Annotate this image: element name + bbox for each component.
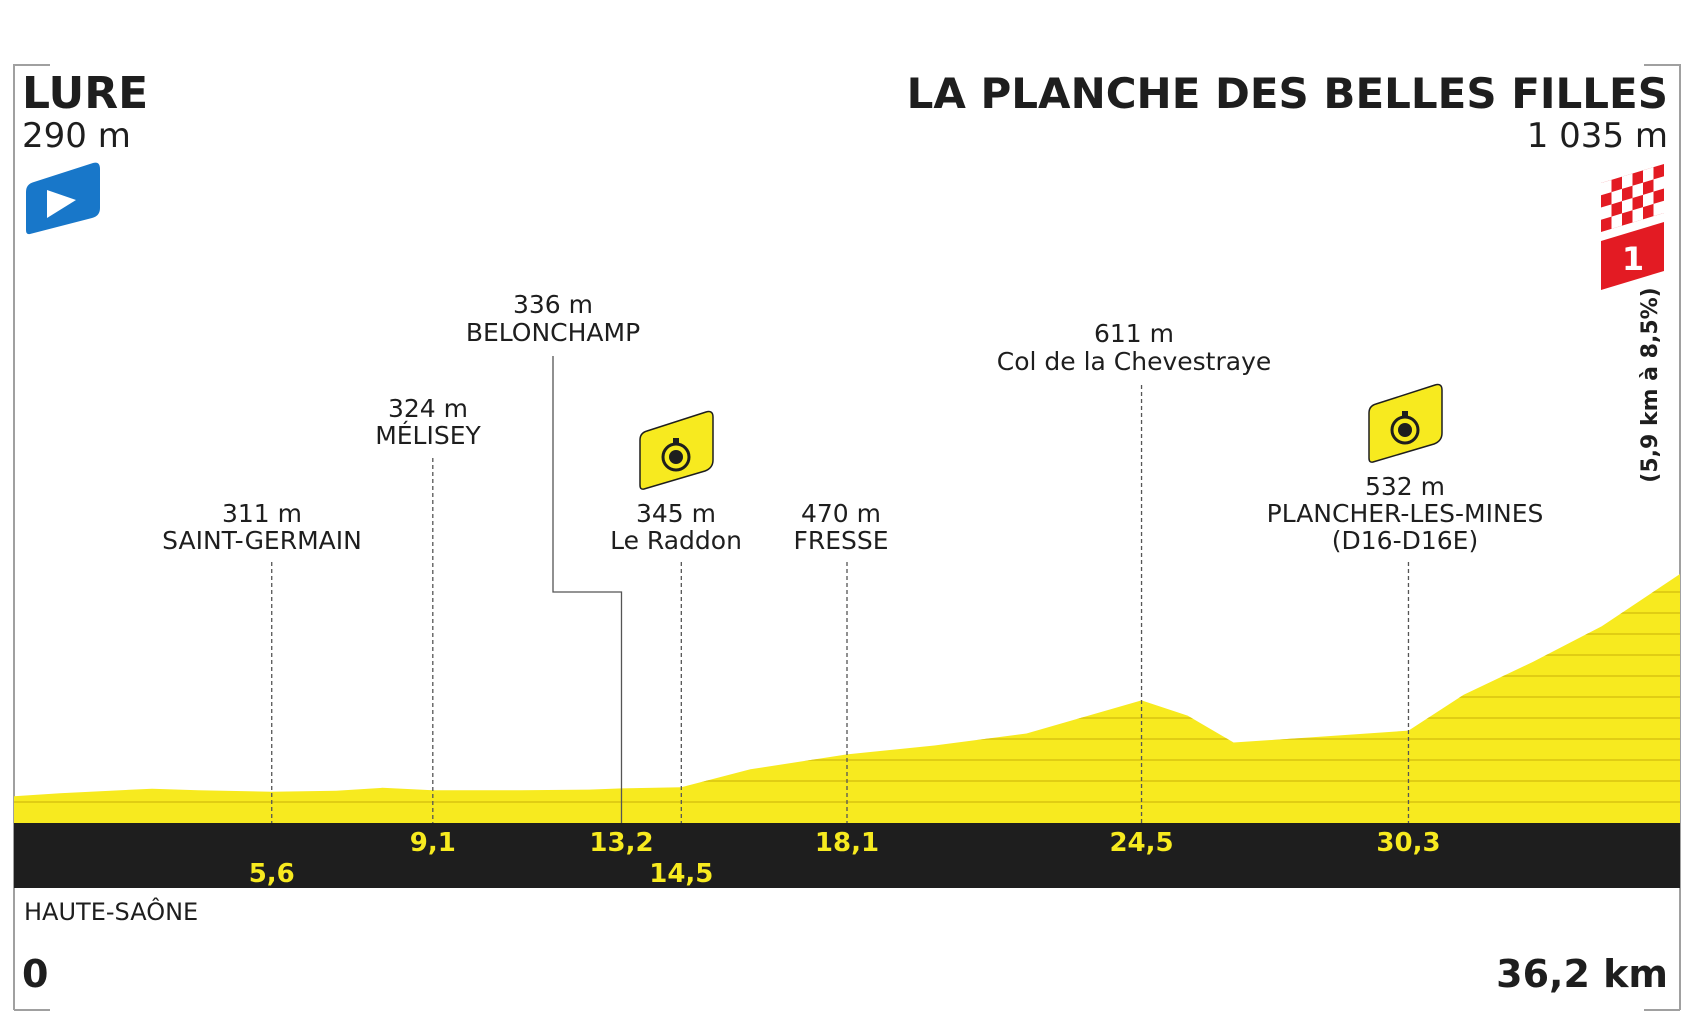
stopwatch-icon xyxy=(639,410,714,490)
distance-band xyxy=(14,823,1680,888)
km-label: 18,1 xyxy=(815,828,879,858)
km-label: 30,3 xyxy=(1376,828,1440,858)
checker-square xyxy=(1632,182,1643,198)
checkered-flag-icon xyxy=(1601,164,1664,232)
finish-altitude: 1 035 m xyxy=(1527,116,1668,156)
checker-square xyxy=(1622,173,1633,189)
waypoint-sub: (D16-D16E) xyxy=(1332,526,1478,555)
finish-name: LA PLANCHE DES BELLES FILLES xyxy=(907,69,1668,118)
checker-square xyxy=(1632,207,1643,223)
checker-square xyxy=(1611,213,1622,229)
waypoint-altitude: 311 m xyxy=(222,499,302,528)
start-flag-icon xyxy=(26,162,100,235)
checker-square xyxy=(1622,198,1633,214)
stopwatch-icon xyxy=(1368,383,1443,463)
checker-square xyxy=(1643,167,1654,183)
km-label: 5,6 xyxy=(249,859,295,889)
waypoint-name: PLANCHER-LES-MINES xyxy=(1267,499,1544,528)
km-label: 14,5 xyxy=(649,859,713,889)
checker-square xyxy=(1601,204,1612,220)
km-label: 9,1 xyxy=(410,828,456,858)
waypoint-name: MÉLISEY xyxy=(375,421,481,450)
climb-category-icon: 1 xyxy=(1601,222,1664,290)
waypoint-altitude: 470 m xyxy=(801,499,881,528)
climb-detail: (5,9 km à 8,5%) xyxy=(1638,287,1663,482)
waypoint-leader-line xyxy=(552,356,623,835)
region-label: HAUTE-SAÔNE xyxy=(24,896,198,926)
km-labels: 5,6 9,1 13,214,5 18,1 24,5 30,3 xyxy=(249,828,1441,889)
waypoint-altitude: 345 m xyxy=(636,499,716,528)
waypoint-name: BELONCHAMP xyxy=(466,318,640,347)
start-name: LURE xyxy=(22,68,148,119)
waypoint-name: FRESSE xyxy=(793,526,888,555)
waypoint-name: Col de la Chevestraye xyxy=(997,347,1272,376)
waypoint-altitude: 611 m xyxy=(1094,319,1174,348)
checker-square xyxy=(1611,188,1622,205)
distance-end: 36,2 km xyxy=(1496,952,1668,996)
waypoint-name: SAINT-GERMAIN xyxy=(162,526,362,555)
waypoint-altitude: 324 m xyxy=(388,394,468,423)
waypoint-leaders xyxy=(271,356,1410,835)
checker-square xyxy=(1601,179,1612,196)
waypoint-altitude: 336 m xyxy=(513,290,593,319)
checker-square xyxy=(1643,191,1654,208)
waypoint-name: Le Raddon xyxy=(610,526,742,555)
distance-start: 0 xyxy=(22,952,48,996)
start-altitude: 290 m xyxy=(22,116,131,156)
km-label: 24,5 xyxy=(1109,828,1173,858)
climb-category-label: 1 xyxy=(1622,240,1644,278)
checker-square xyxy=(1653,200,1664,217)
checker-square xyxy=(1653,176,1664,192)
km-label: 13,2 xyxy=(589,828,653,858)
waypoint-altitude: 532 m xyxy=(1365,472,1445,501)
